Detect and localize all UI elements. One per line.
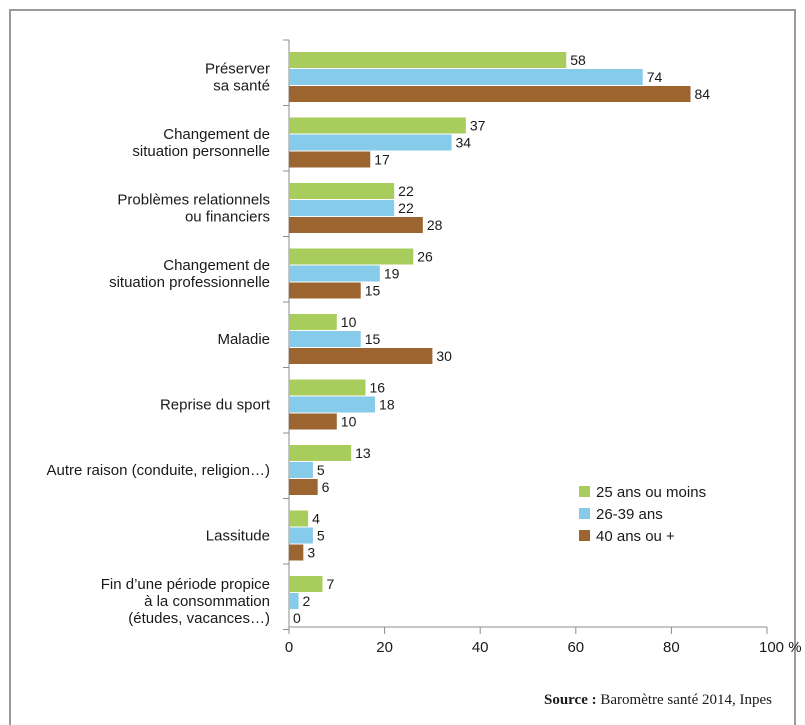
data-label: 5 <box>317 462 325 478</box>
bar <box>289 527 313 544</box>
chart-frame <box>9 9 796 725</box>
category-label: Préserver <box>205 61 270 78</box>
data-label: 6 <box>322 479 330 495</box>
data-label: 22 <box>398 183 414 199</box>
category-label: Maladie <box>217 331 270 348</box>
data-label: 4 <box>312 511 320 527</box>
bar <box>289 183 395 199</box>
x-tick-label: 80 <box>663 639 680 656</box>
data-label: 19 <box>384 266 400 282</box>
bar <box>289 544 304 561</box>
bar <box>289 348 433 364</box>
category-label: Fin d’une période propice <box>101 576 270 593</box>
data-label: 2 <box>303 593 311 609</box>
x-tick-label: 0 <box>285 639 293 656</box>
bar <box>289 379 366 396</box>
bar <box>289 117 466 134</box>
category-label: Reprise du sport <box>160 397 271 414</box>
data-label: 74 <box>647 69 663 85</box>
bar <box>289 413 337 430</box>
bar <box>289 314 337 330</box>
bar <box>289 445 352 461</box>
legend-swatch <box>579 486 590 497</box>
bar <box>289 265 380 282</box>
bar <box>289 151 371 168</box>
category-label: Changement de <box>163 126 270 143</box>
source-note: Source : Baromètre santé 2014, Inpes <box>544 692 772 709</box>
category-label: Autre raison (conduite, religion…) <box>47 462 270 479</box>
data-label: 0 <box>293 610 301 626</box>
data-label: 10 <box>341 414 357 430</box>
legend-label: 25 ans ou moins <box>596 484 706 501</box>
legend-swatch <box>579 530 590 541</box>
data-label: 5 <box>317 528 325 544</box>
category-label: Changement de <box>163 257 270 274</box>
bar <box>289 396 376 413</box>
data-label: 18 <box>379 397 395 413</box>
category-label: situation personnelle <box>132 143 270 160</box>
data-label: 84 <box>695 86 711 102</box>
bar <box>289 331 361 347</box>
bar <box>289 248 414 265</box>
data-label: 7 <box>326 576 334 592</box>
data-label: 16 <box>369 380 385 396</box>
data-label: 15 <box>365 283 381 299</box>
bar <box>289 200 395 216</box>
x-tick-label: 20 <box>376 639 393 656</box>
bar <box>289 576 323 592</box>
legend-swatch <box>579 508 590 519</box>
x-tick-label: 60 <box>567 639 584 656</box>
legend-label: 26-39 ans <box>596 506 663 523</box>
legend-label: 40 ans ou + <box>596 528 675 545</box>
category-label: (études, vacances…) <box>128 610 270 627</box>
category-label: ou financiers <box>185 209 270 226</box>
data-label: 10 <box>341 314 357 330</box>
bar <box>289 52 567 68</box>
source-label: Source : <box>543 692 597 708</box>
data-label: 17 <box>374 152 390 168</box>
bar <box>289 86 691 102</box>
category-label: sa santé <box>213 78 270 95</box>
data-label: 58 <box>570 52 586 68</box>
data-label: 34 <box>456 135 472 151</box>
bar <box>289 282 361 299</box>
bar <box>289 479 318 495</box>
data-label: 13 <box>355 445 371 461</box>
bar <box>289 69 643 85</box>
source-text: Baromètre santé 2014, Inpes <box>596 692 772 708</box>
category-label: à la consommation <box>144 593 270 610</box>
bar <box>289 593 299 609</box>
data-label: 26 <box>417 249 433 265</box>
data-label: 15 <box>365 331 381 347</box>
category-label: situation professionnelle <box>109 274 270 291</box>
x-tick-label: 100 % <box>759 639 802 656</box>
category-label: Problèmes relationnels <box>117 192 270 209</box>
data-label: 3 <box>307 545 315 561</box>
data-label: 30 <box>436 348 452 364</box>
x-tick-label: 40 <box>472 639 489 656</box>
bar <box>289 462 313 478</box>
data-label: 28 <box>427 217 443 233</box>
bar <box>289 134 452 151</box>
category-label: Lassitude <box>206 528 270 545</box>
data-label: 22 <box>398 200 414 216</box>
bar <box>289 217 423 233</box>
data-label: 37 <box>470 118 486 134</box>
bar <box>289 510 309 527</box>
